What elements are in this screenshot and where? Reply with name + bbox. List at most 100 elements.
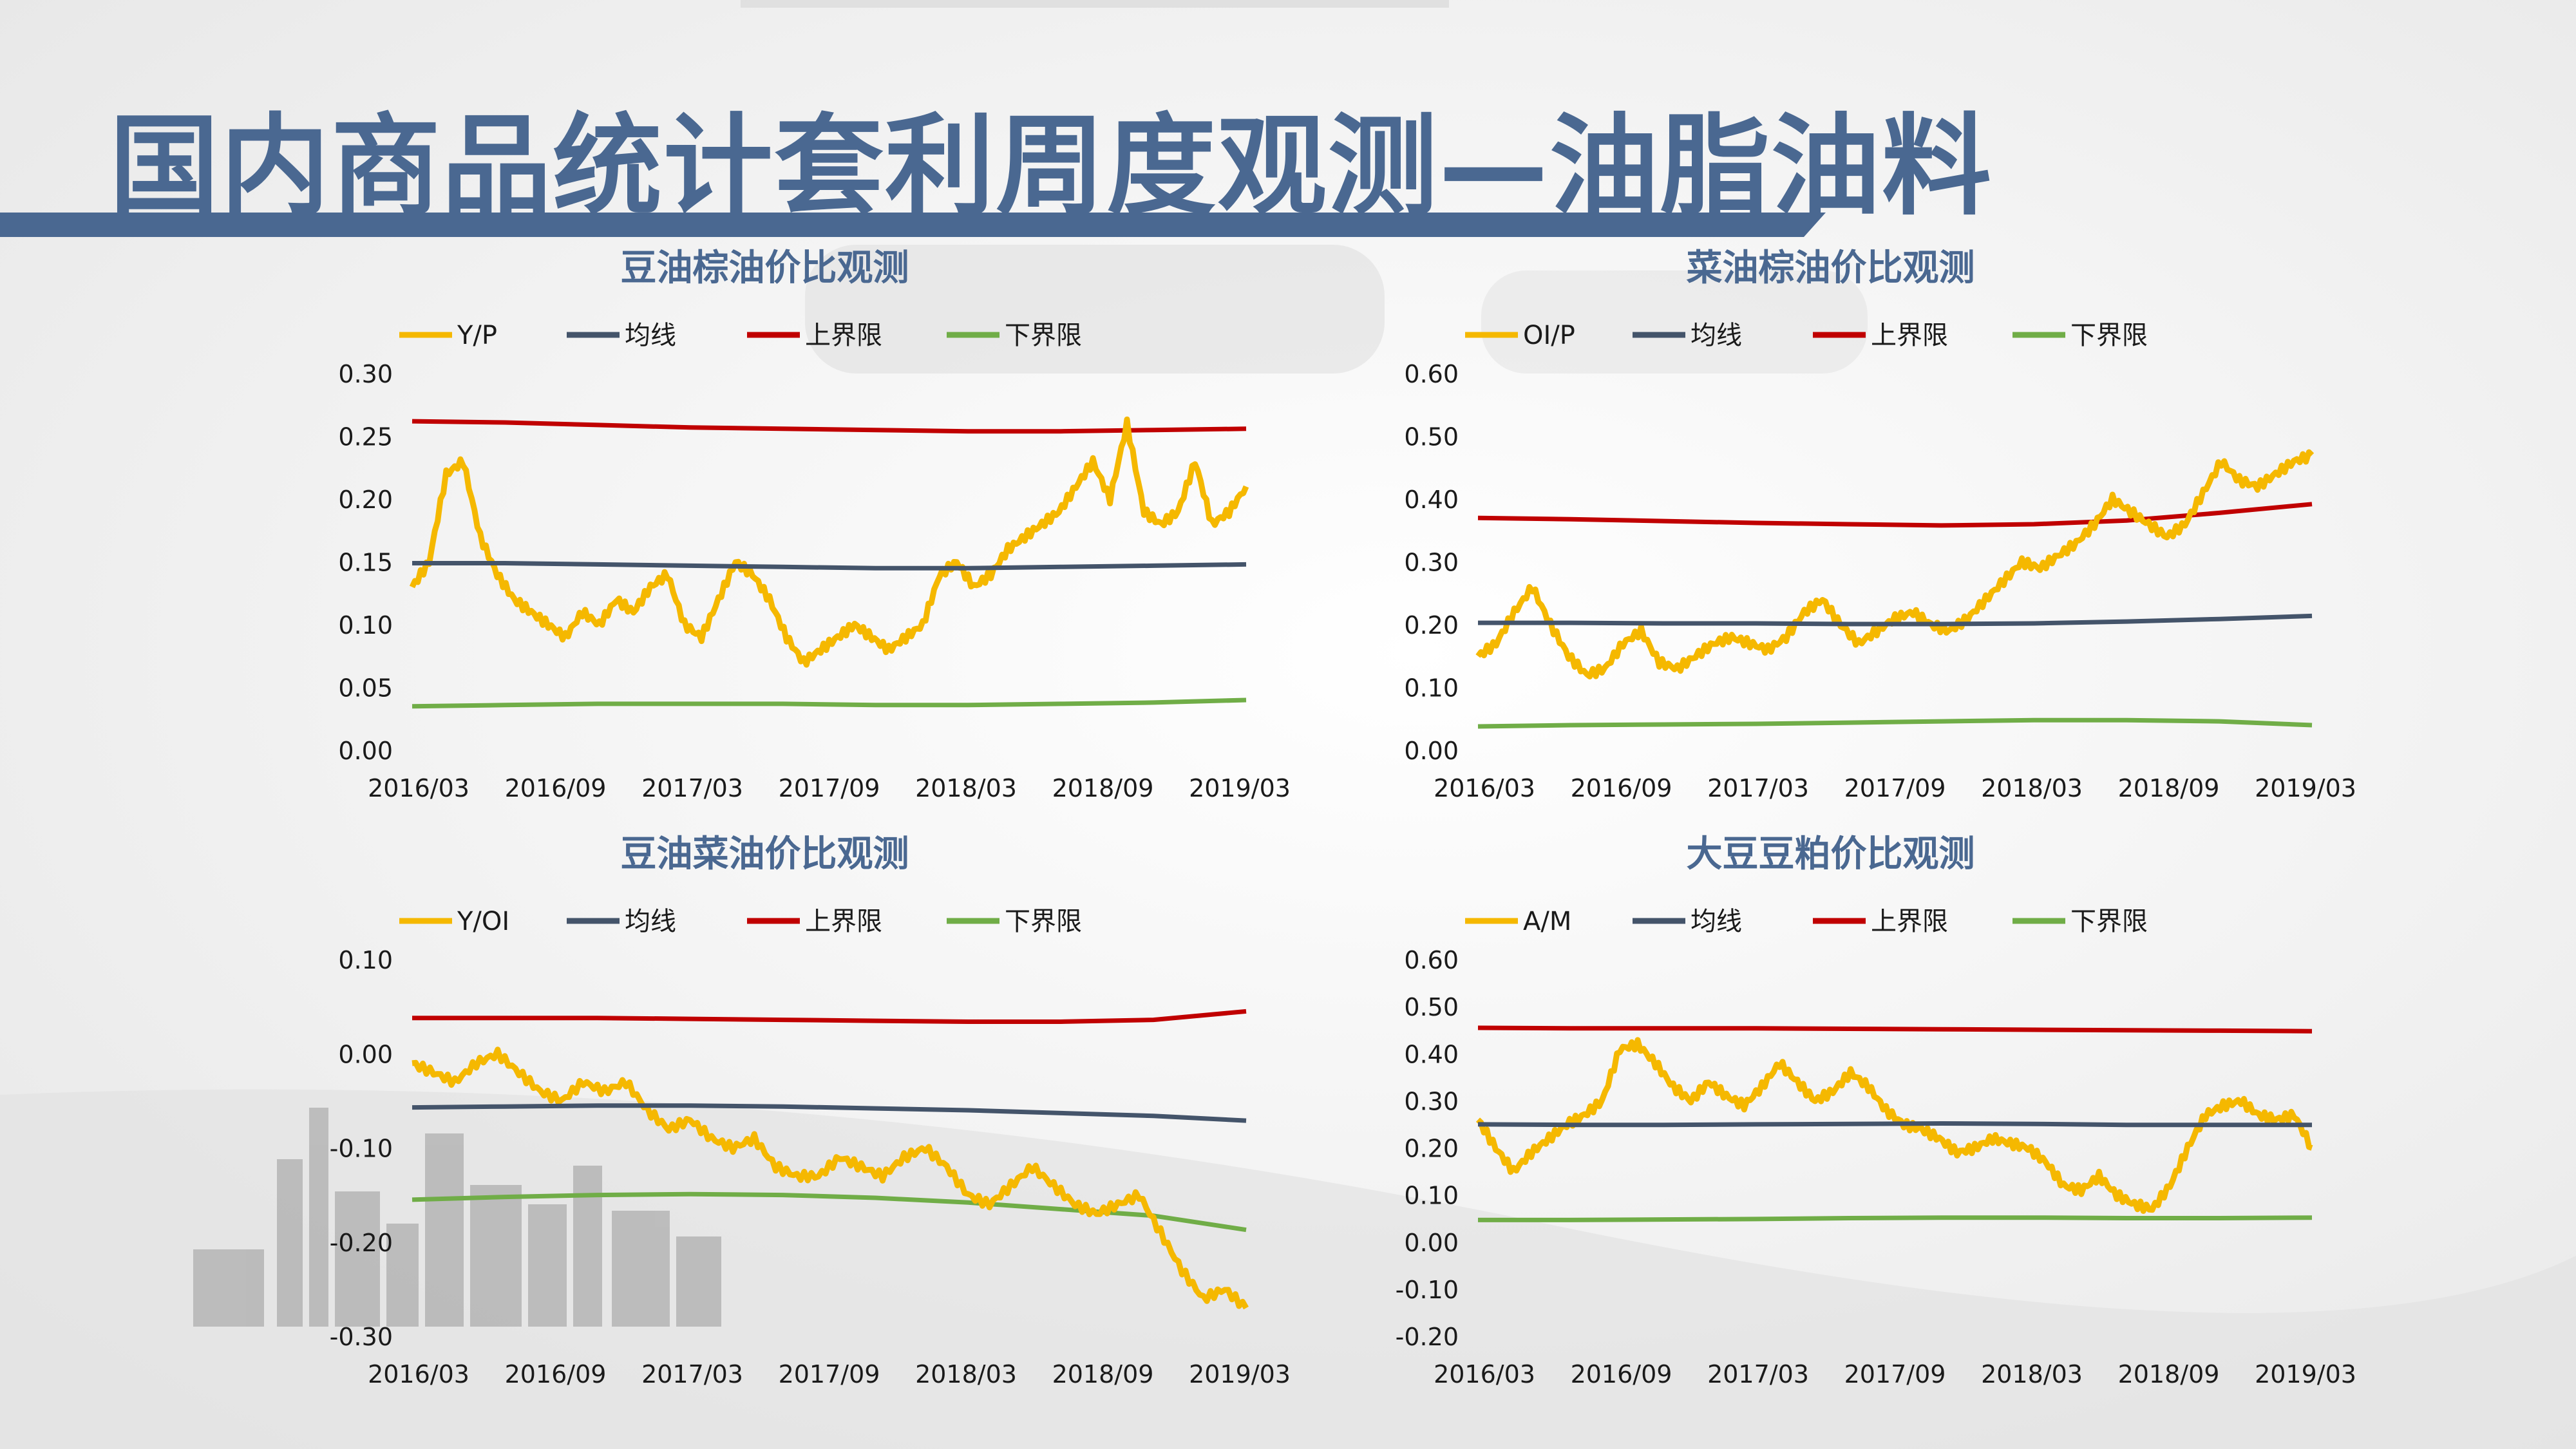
legend-item-3: 下界限 (947, 907, 1082, 936)
series-line-0 (1475, 1037, 2313, 1214)
series-line-1 (1478, 613, 2313, 627)
series-line-0 (409, 416, 1249, 668)
legend-item-1: 均线 (567, 907, 676, 936)
legend-item-2: 上界限 (1813, 907, 1948, 936)
x-tick-label: 2017/03 (641, 1360, 743, 1388)
x-tick-label: 2019/03 (2255, 774, 2356, 802)
x-tick-label: 2018/09 (1052, 1360, 1154, 1388)
y-tick-label: -0.20 (1396, 1323, 1459, 1351)
y-tick-label: 0.00 (338, 737, 393, 765)
series-line-1 (412, 561, 1247, 571)
legend-label: Y/P (457, 321, 497, 350)
y-tick-label: 0.60 (1404, 946, 1459, 974)
x-tick-label: 2018/03 (1981, 1360, 2083, 1388)
y-tick-label: 0.00 (338, 1040, 393, 1068)
chart-title: 菜油棕油价比观测 (1687, 247, 1975, 289)
x-tick-label: 2016/09 (505, 774, 607, 802)
x-tick-label: 2016/09 (505, 1360, 607, 1388)
x-tick-label: 2018/09 (2118, 1360, 2220, 1388)
x-tick-label: 2019/03 (1189, 774, 1291, 802)
legend-label: 下界限 (1005, 907, 1082, 936)
x-tick-label: 2016/09 (1571, 1360, 1672, 1388)
x-tick-label: 2016/03 (368, 774, 469, 802)
legend-item-0: Y/OI (399, 907, 509, 936)
legend-item-3: 下界限 (2012, 321, 2148, 350)
y-tick-label: 0.00 (1404, 1229, 1459, 1257)
legend-label: A/M (1523, 907, 1571, 936)
chart-panel-soy-palm: 豆油棕油价比观测 Y/P 均线 上界限 下界限 0.30 0.25 0.20 0.15 0.10 0… (277, 232, 1436, 811)
legend-item-1: 均线 (1633, 907, 1742, 936)
x-tick-label: 2017/03 (1707, 1360, 1809, 1388)
x-tick-label: 2016/03 (1434, 1360, 1535, 1388)
x-tick-label: 2017/09 (779, 774, 880, 802)
chart-rapeseed-palm: 菜油棕油价比观测 OI/P 均线 上界限 下界限 0.60 0.50 0.40 0.30 0.20… (1404, 247, 2356, 802)
chart-panel-soybean-meal: 大豆豆粕价比观测 A/M 均线 上界限 下界限 0.60 0.50 0.40 0.30 0.20 0… (1343, 818, 2502, 1397)
legend-item-1: 均线 (1633, 321, 1742, 350)
chart-soy-palm: 豆油棕油价比观测 Y/P 均线 上界限 下界限 0.30 0.25 0.20 0.15 0.10 0… (338, 247, 1291, 802)
series-line-1 (1477, 1121, 2312, 1128)
legend-label: 下界限 (2070, 907, 2148, 936)
legend-label: 均线 (625, 907, 676, 936)
y-tick-label: -0.10 (1396, 1276, 1459, 1304)
legend-item-3: 下界限 (947, 321, 1082, 350)
legend-item-0: Y/P (399, 321, 497, 350)
y-tick-label: 0.20 (338, 486, 393, 514)
series-line-3 (412, 697, 1247, 709)
x-tick-label: 2018/03 (915, 1360, 1017, 1388)
series-line-1 (412, 1103, 1247, 1123)
legend-item-2: 上界限 (747, 907, 882, 936)
y-tick-label: 0.30 (1404, 549, 1459, 577)
y-tick-label: 0.10 (338, 946, 393, 974)
y-tick-label: 0.10 (338, 611, 393, 639)
legend-label: 上界限 (1871, 321, 1948, 350)
x-tick-label: 2019/03 (2255, 1360, 2356, 1388)
x-tick-label: 2017/09 (1844, 774, 1946, 802)
x-tick-label: 2017/09 (779, 1360, 880, 1388)
y-tick-label: 0.30 (338, 360, 393, 388)
y-tick-label: 0.40 (1404, 1040, 1459, 1068)
legend-item-2: 上界限 (1813, 321, 1948, 350)
chart-panel-soy-rapeseed: 豆油菜油价比观测 Y/OI 均线 上界限 下界限 0.10 0.00 -0.10 -0.20 -0… (277, 818, 1436, 1397)
legend-label: 下界限 (2070, 321, 2148, 350)
chart-panel-rapeseed-palm: 菜油棕油价比观测 OI/P 均线 上界限 下界限 0.60 0.50 0.40 0.30 0.20… (1343, 232, 2502, 811)
y-tick-label: 0.15 (338, 549, 393, 577)
page-title: 国内商品统计套利周度观测—油脂油料 (109, 103, 1993, 231)
series-line-3 (1478, 1215, 2313, 1222)
y-tick-label: 0.10 (1404, 1182, 1459, 1210)
chart-soybean-meal: 大豆豆粕价比观测 A/M 均线 上界限 下界限 0.60 0.50 0.40 0.30 0.20 0… (1396, 833, 2356, 1388)
series-line-3 (412, 1191, 1247, 1233)
chart-title: 豆油棕油价比观测 (621, 247, 909, 289)
legend-label: 上界限 (805, 321, 882, 350)
series-line-2 (412, 419, 1247, 434)
y-tick-label: 0.20 (1404, 611, 1459, 639)
y-tick-label: 0.00 (1404, 737, 1459, 765)
legend-label: 下界限 (1005, 321, 1082, 350)
x-tick-label: 2018/09 (1052, 774, 1154, 802)
y-tick-label: -0.10 (330, 1135, 393, 1163)
y-tick-label: 0.05 (338, 674, 393, 703)
legend-item-3: 下界限 (2012, 907, 2148, 936)
legend-label: 均线 (1690, 321, 1742, 350)
x-tick-label: 2019/03 (1189, 1360, 1291, 1388)
y-tick-label: 0.30 (1404, 1087, 1459, 1115)
y-tick-label: -0.30 (330, 1323, 393, 1351)
series-line-0 (412, 1046, 1249, 1310)
legend-item-2: 上界限 (747, 321, 882, 350)
series-line-2 (1477, 502, 2313, 528)
series-line-3 (1477, 717, 2313, 729)
chart-title: 大豆豆粕价比观测 (1687, 833, 1975, 875)
series-line-2 (1477, 1025, 2313, 1034)
y-tick-label: 0.50 (1404, 423, 1459, 451)
y-tick-label: 0.25 (338, 423, 393, 451)
y-tick-label: -0.20 (330, 1229, 393, 1257)
x-tick-label: 2018/03 (1981, 774, 2083, 802)
x-tick-label: 2017/03 (1707, 774, 1809, 802)
x-tick-label: 2016/03 (1434, 774, 1535, 802)
header-bar (0, 213, 1826, 237)
legend-label: Y/OI (457, 907, 509, 936)
x-tick-label: 2016/09 (1571, 774, 1672, 802)
x-tick-label: 2018/09 (2118, 774, 2220, 802)
legend-label: 上界限 (1871, 907, 1948, 936)
y-tick-label: 0.50 (1404, 993, 1459, 1021)
